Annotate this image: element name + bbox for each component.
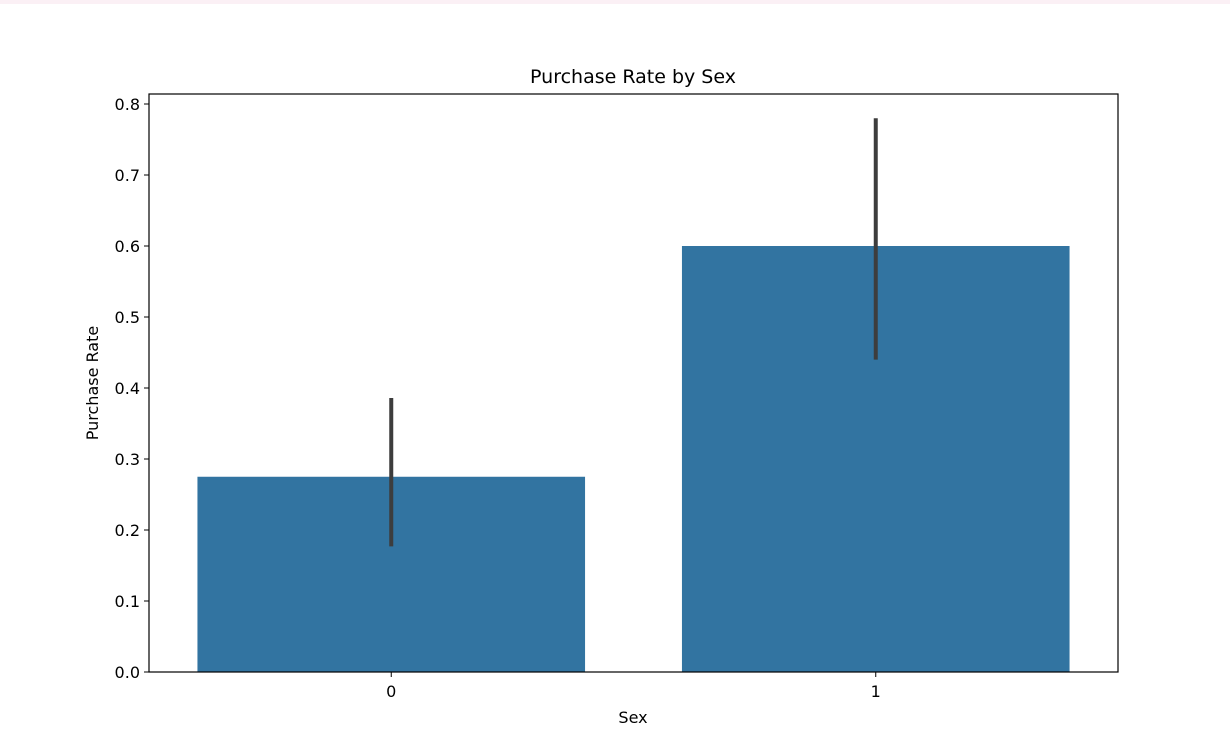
top-strip: [0, 0, 1230, 4]
y-tick-label: 0.1: [115, 592, 140, 611]
chart-title: Purchase Rate by Sex: [530, 66, 736, 88]
y-axis: 0.0 0.1 0.2 0.3 0.4 0.5 0.6 0.7 0.8: [115, 95, 149, 682]
error-bars: [389, 118, 878, 547]
y-tick-label: 0.5: [115, 308, 140, 327]
y-tick-label: 0.8: [115, 95, 140, 114]
y-tick-label: 0.6: [115, 237, 140, 256]
y-tick-label: 0.3: [115, 450, 140, 469]
y-tick-label: 0.0: [115, 663, 140, 682]
x-tick-label: 1: [871, 682, 881, 701]
plot-frame: [148, 93, 1119, 673]
y-tick-label: 0.4: [115, 379, 140, 398]
y-tick-label: 0.2: [115, 521, 140, 540]
bars: [197, 246, 1070, 672]
x-axis-label: Sex: [618, 708, 647, 727]
x-tick-label: 0: [386, 682, 396, 701]
y-axis-label: Purchase Rate: [83, 326, 102, 440]
y-tick-label: 0.7: [115, 166, 140, 185]
